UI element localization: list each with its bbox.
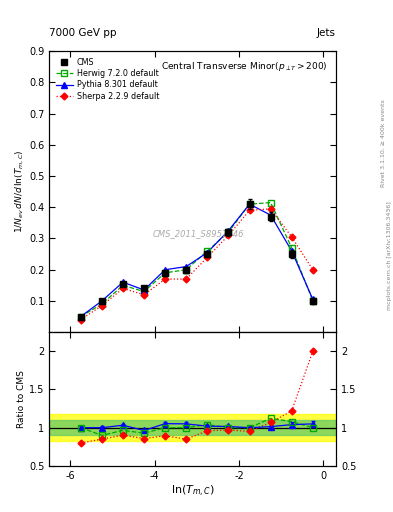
X-axis label: $\ln(T_{m,C})$: $\ln(T_{m,C})$ (171, 483, 215, 499)
Y-axis label: Ratio to CMS: Ratio to CMS (17, 370, 26, 428)
Y-axis label: $1/N_{ev}\,dN/d\,\ln(T_{m,C})$: $1/N_{ev}\,dN/d\,\ln(T_{m,C})$ (14, 150, 26, 233)
Text: CMS_2011_S8957746: CMS_2011_S8957746 (152, 229, 244, 238)
Legend: CMS, Herwig 7.2.0 default, Pythia 8.301 default, Sherpa 2.2.9 default: CMS, Herwig 7.2.0 default, Pythia 8.301 … (53, 55, 161, 103)
Text: mcplots.cern.ch [arXiv:1306.3436]: mcplots.cern.ch [arXiv:1306.3436] (387, 202, 391, 310)
Text: 7000 GeV pp: 7000 GeV pp (49, 28, 117, 38)
Bar (49, 420, 336, 435)
Text: Central Transverse Minor$(p_{\perp T} > 200)$: Central Transverse Minor$(p_{\perp T} > … (161, 59, 327, 73)
Text: Rivet 3.1.10, ≥ 400k events: Rivet 3.1.10, ≥ 400k events (381, 99, 386, 187)
Text: Jets: Jets (317, 28, 336, 38)
Bar (49, 414, 336, 441)
